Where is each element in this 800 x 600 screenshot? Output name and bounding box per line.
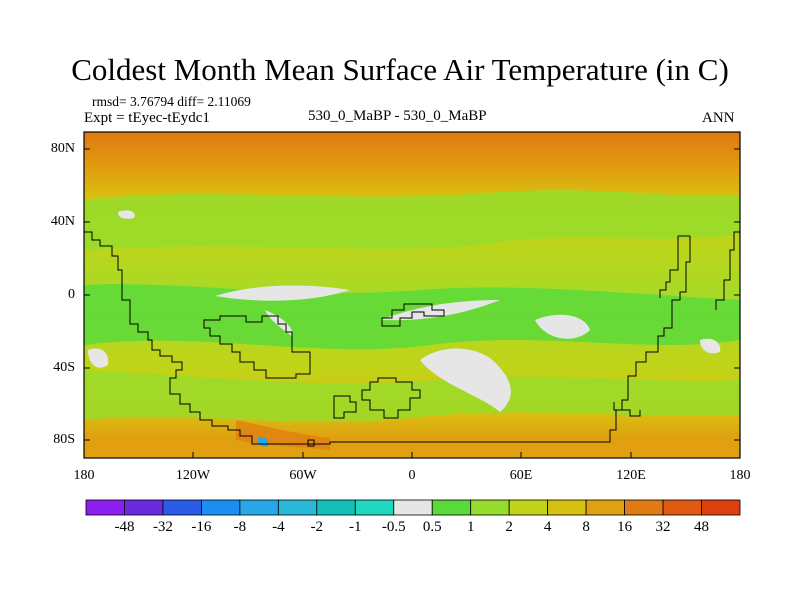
colorbar-label: -1 xyxy=(349,519,362,535)
near-zero-patch xyxy=(118,210,135,219)
colorbar-label: 48 xyxy=(694,519,710,535)
colorbar-label: 4 xyxy=(543,519,552,535)
coastline xyxy=(613,402,641,417)
x-tick-label: 120E xyxy=(616,468,646,483)
coastline xyxy=(84,231,691,445)
colorbar-label: 8 xyxy=(582,519,590,535)
colorbar-label: 2 xyxy=(505,519,513,535)
axis-ticks xyxy=(83,148,741,458)
x-tick-label: 60E xyxy=(509,468,533,483)
colorbar-swatch xyxy=(85,499,125,516)
continent-outlines xyxy=(84,231,740,447)
colorbar-label: -2 xyxy=(310,519,324,535)
x-tick-label: 180 xyxy=(73,468,95,483)
stats-text: rmsd= 3.76794 diff= 2.11069 xyxy=(92,94,251,109)
colorbar-swatch xyxy=(701,499,741,516)
coastline xyxy=(361,377,421,419)
colorbar-swatch xyxy=(662,499,702,516)
comparison-text: 530_0_MaBP - 530_0_MaBP xyxy=(308,108,487,124)
page-title: Coldest Month Mean Surface Air Temperatu… xyxy=(71,52,729,87)
colorbar-swatch xyxy=(508,499,549,516)
colorbar-label: -32 xyxy=(152,519,173,535)
colorbar-label: -4 xyxy=(272,519,285,535)
colorbar-swatch xyxy=(239,499,279,516)
coastline xyxy=(307,439,315,447)
x-tick-label: 0 xyxy=(408,468,416,483)
colorbar-swatch xyxy=(316,499,356,516)
colorbar-label: -0.5 xyxy=(381,519,406,535)
colorbar-label: 32 xyxy=(655,519,671,535)
colorbar-swatch xyxy=(162,499,202,516)
near-zero-patch xyxy=(215,285,350,301)
near-zero-patch xyxy=(88,348,109,368)
colorbar-label: -48 xyxy=(114,519,135,535)
colorbar-label: -16 xyxy=(191,519,212,535)
near-zero-patch xyxy=(420,348,511,412)
near-zero-patch xyxy=(535,314,590,339)
colorbar-swatch xyxy=(354,499,395,516)
colorbar-swatch xyxy=(624,499,664,516)
coastline xyxy=(333,395,357,419)
y-tick-label: 40S xyxy=(53,360,75,375)
y-tick-label: 40N xyxy=(50,214,75,229)
season-text: ANN xyxy=(702,110,735,126)
colorbar-swatch xyxy=(277,499,318,516)
colorbar-label: 0.5 xyxy=(422,519,442,535)
green-band-north xyxy=(84,190,740,250)
y-tick-label: 0 xyxy=(68,287,75,302)
coastline xyxy=(203,315,311,379)
colorbar-swatch xyxy=(201,499,241,516)
colorbar-label: 1 xyxy=(466,519,475,535)
x-tick-label: 180 xyxy=(729,468,751,483)
green-band-south xyxy=(84,370,740,422)
y-tick-label: 80S xyxy=(53,432,75,447)
coastline xyxy=(715,231,740,310)
x-tick-label: 120W xyxy=(175,468,211,483)
experiment-text: Expt = tEyec-tEydc1 xyxy=(84,110,210,126)
colorbar-swatch xyxy=(431,499,472,516)
coastline xyxy=(381,303,445,327)
colorbar-label: -8 xyxy=(233,519,247,535)
colorbar-swatch xyxy=(547,499,587,516)
colorbar-swatch xyxy=(470,499,510,516)
x-tick-label: 60W xyxy=(289,468,317,483)
coastline xyxy=(659,235,690,298)
colorbar-swatch xyxy=(393,499,433,516)
near-zero-patch xyxy=(700,338,721,354)
y-tick-label: 80N xyxy=(50,141,75,156)
colorbar-swatch xyxy=(585,499,625,516)
colorbar-label: 16 xyxy=(617,519,633,535)
colorbar-swatch xyxy=(124,499,164,516)
